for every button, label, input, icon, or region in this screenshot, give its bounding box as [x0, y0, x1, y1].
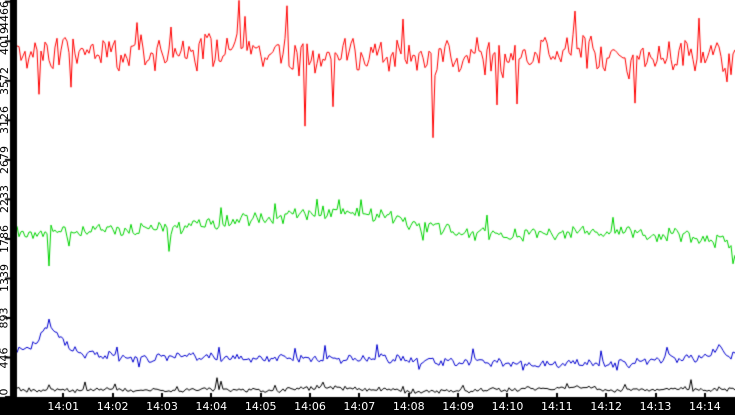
- traffic-graph-screenshot: 0446893133917862233267931263572401944661…: [0, 0, 735, 415]
- chart-canvas: [0, 0, 735, 415]
